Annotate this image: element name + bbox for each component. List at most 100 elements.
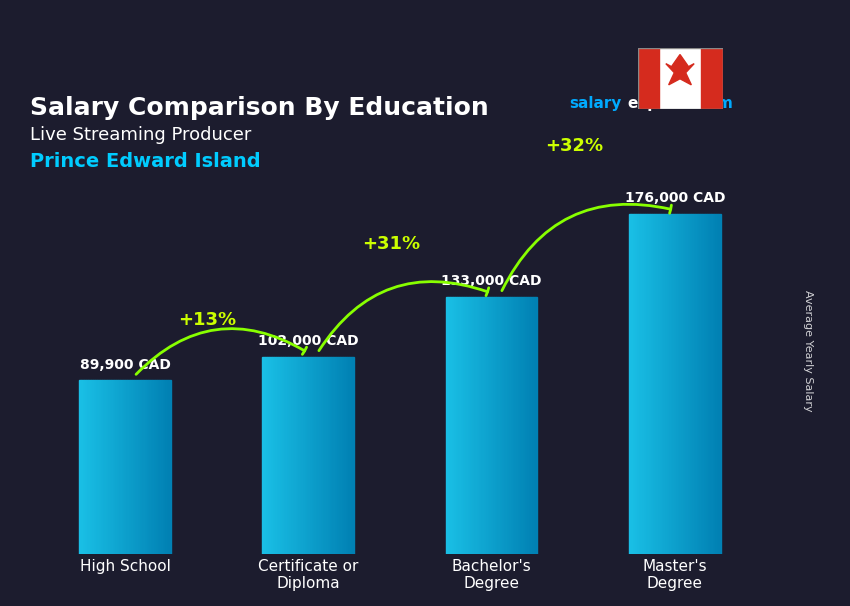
Bar — [280, 357, 283, 554]
Bar — [528, 297, 530, 554]
Bar — [116, 380, 118, 554]
Bar — [452, 297, 455, 554]
Bar — [656, 214, 659, 554]
Bar — [88, 380, 91, 554]
Bar — [349, 357, 352, 554]
Bar — [464, 297, 467, 554]
Text: 133,000 CAD: 133,000 CAD — [441, 275, 541, 288]
Bar — [121, 380, 122, 554]
Bar — [336, 357, 338, 554]
Bar — [654, 214, 656, 554]
Bar — [700, 214, 702, 554]
Bar — [521, 297, 524, 554]
Bar — [480, 297, 482, 554]
Bar — [340, 357, 343, 554]
Bar — [333, 357, 336, 554]
Bar — [652, 214, 654, 554]
Bar — [98, 380, 99, 554]
Bar — [702, 214, 705, 554]
Bar — [535, 297, 537, 554]
Bar — [310, 357, 313, 554]
Bar — [691, 214, 693, 554]
Bar — [661, 214, 663, 554]
Bar — [682, 214, 684, 554]
Bar — [136, 380, 139, 554]
Bar — [677, 214, 679, 554]
Bar — [144, 380, 145, 554]
Bar — [309, 357, 310, 554]
Bar — [317, 357, 320, 554]
Text: .com: .com — [693, 96, 734, 111]
Bar — [633, 214, 636, 554]
Bar — [484, 297, 487, 554]
Bar — [705, 214, 707, 554]
Bar — [125, 380, 127, 554]
Bar — [679, 214, 682, 554]
Bar — [287, 357, 290, 554]
Bar — [152, 380, 155, 554]
Bar — [478, 297, 480, 554]
Bar — [450, 297, 452, 554]
Bar — [315, 357, 317, 554]
Bar — [145, 380, 148, 554]
Bar — [86, 380, 88, 554]
Bar — [290, 357, 292, 554]
Bar — [302, 357, 303, 554]
Bar — [701, 48, 722, 109]
Bar — [505, 297, 507, 554]
Bar — [663, 214, 666, 554]
Bar — [79, 380, 82, 554]
Bar — [512, 297, 514, 554]
Bar — [105, 380, 106, 554]
Bar — [490, 297, 491, 554]
Bar — [482, 297, 484, 554]
Bar — [718, 214, 721, 554]
Bar — [279, 357, 280, 554]
Bar — [526, 297, 528, 554]
Text: explorer: explorer — [627, 96, 699, 111]
Bar — [448, 297, 451, 554]
Bar — [510, 297, 512, 554]
Bar — [313, 357, 315, 554]
Bar — [714, 214, 716, 554]
Bar — [507, 297, 510, 554]
Bar — [299, 357, 302, 554]
Bar — [460, 297, 462, 554]
Bar — [471, 297, 473, 554]
Bar — [503, 297, 505, 554]
Bar — [666, 214, 668, 554]
Bar — [320, 357, 322, 554]
Bar — [530, 297, 533, 554]
Bar — [675, 214, 677, 554]
Bar — [473, 297, 475, 554]
Text: salary: salary — [570, 96, 621, 111]
Text: Prince Edward Island: Prince Edward Island — [31, 153, 261, 171]
Bar — [82, 380, 84, 554]
Bar — [645, 214, 648, 554]
Bar — [267, 357, 269, 554]
Bar — [501, 297, 503, 554]
Bar — [514, 297, 517, 554]
Bar — [487, 297, 490, 554]
Polygon shape — [666, 55, 694, 85]
Bar — [629, 214, 632, 554]
Bar — [693, 214, 695, 554]
Bar — [533, 297, 535, 554]
Text: Average Yearly Salary: Average Yearly Salary — [803, 290, 813, 412]
Bar — [118, 380, 121, 554]
Bar — [139, 380, 141, 554]
Bar — [91, 380, 93, 554]
Bar — [111, 380, 114, 554]
Bar — [157, 380, 159, 554]
Bar — [264, 357, 267, 554]
Bar — [498, 297, 501, 554]
Bar — [114, 380, 116, 554]
Bar — [475, 297, 478, 554]
Bar — [467, 297, 468, 554]
Bar — [150, 380, 152, 554]
Text: 102,000 CAD: 102,000 CAD — [258, 334, 359, 348]
Text: 89,900 CAD: 89,900 CAD — [80, 358, 170, 371]
Bar — [468, 297, 471, 554]
Bar — [352, 357, 354, 554]
Bar — [343, 357, 345, 554]
